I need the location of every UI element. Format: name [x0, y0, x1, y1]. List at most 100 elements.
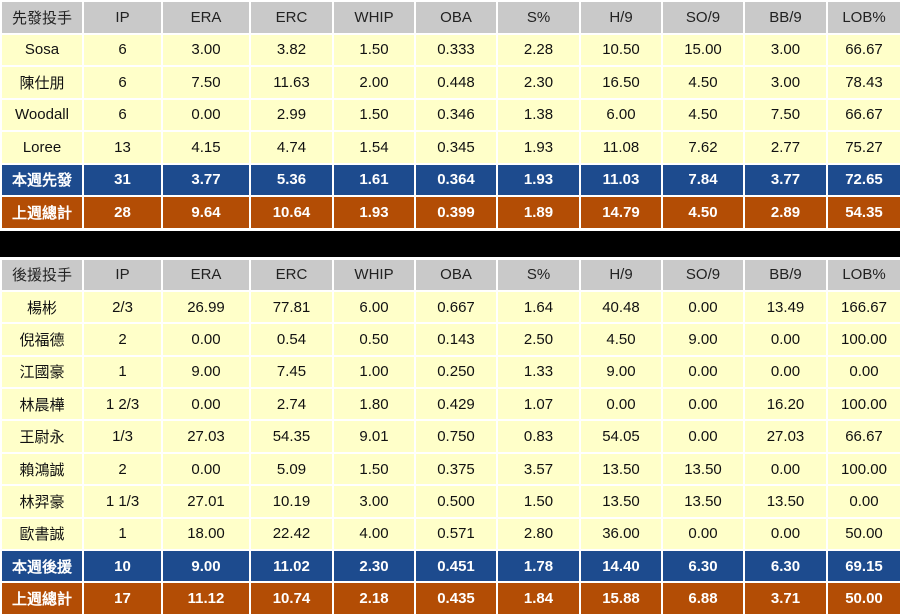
stat-cell: 6	[84, 67, 161, 98]
pitcher-name: Woodall	[2, 99, 82, 130]
stat-cell: 0.00	[745, 356, 826, 388]
stat-cell: 13.50	[663, 453, 743, 485]
pitcher-name: 賴鴻誠	[2, 453, 82, 485]
column-header: OBA	[416, 259, 496, 290]
table-row: 王尉永 1/3 27.03 54.35 9.01 0.750 0.83 54.05 0.00 27…	[2, 421, 900, 452]
stat-cell: 0.750	[416, 421, 496, 452]
column-header: ERA	[163, 259, 249, 290]
table-row: Sosa 6 3.00 3.82 1.50 0.333 2.28 10.50 15.00 3.00…	[2, 34, 900, 65]
stat-cell: 6	[84, 34, 161, 65]
column-header: BB/9	[745, 2, 826, 33]
stat-cell: 3.00	[745, 67, 826, 98]
stat-cell: 0.00	[163, 453, 249, 485]
stat-cell: 14.40	[581, 551, 661, 582]
stat-cell: 28	[84, 197, 161, 228]
stat-cell: 11.03	[581, 164, 661, 195]
stat-cell: 1.38	[498, 99, 579, 130]
stat-cell: 2.74	[251, 389, 332, 420]
stat-cell: 100.00	[828, 324, 900, 355]
column-header: S%	[498, 259, 579, 290]
column-header: BB/9	[745, 259, 826, 290]
stat-cell: 3.00	[334, 486, 414, 517]
stat-cell: 0.00	[663, 421, 743, 452]
stat-cell: 7.62	[663, 132, 743, 163]
stat-cell: 36.00	[581, 518, 661, 550]
stat-cell: 26.99	[163, 291, 249, 323]
stat-cell: 9.00	[581, 356, 661, 388]
stat-cell: 100.00	[828, 453, 900, 485]
table-row: 賴鴻誠 2 0.00 5.09 1.50 0.375 3.57 13.50 13.50 0.00 1…	[2, 453, 900, 485]
stat-cell: 10.50	[581, 34, 661, 65]
stat-cell: 0.333	[416, 34, 496, 65]
stat-cell: 11.12	[163, 583, 249, 614]
stat-cell: 54.35	[828, 197, 900, 228]
column-header: 後援投手	[2, 259, 82, 290]
last-week-total-row: 上週總計 17 11.12 10.74 2.18 0.435 1.84 15.88 6.88 3.…	[2, 583, 900, 614]
pitcher-name: 歐書誠	[2, 518, 82, 550]
stat-cell: 2.18	[334, 583, 414, 614]
stat-cell: 0.54	[251, 324, 332, 355]
stat-cell: 18.00	[163, 518, 249, 550]
stat-cell: 1.93	[498, 164, 579, 195]
stat-cell: 75.27	[828, 132, 900, 163]
column-header: LOB%	[828, 259, 900, 290]
stat-cell: 6.00	[334, 291, 414, 323]
stat-cell: 0.00	[163, 99, 249, 130]
pitcher-name: 王尉永	[2, 421, 82, 452]
stat-cell: 4.50	[581, 324, 661, 355]
relievers-header-row: 後援投手 IP ERA ERC WHIP OBA S% H/9 SO/9 BB/9 LOB%	[2, 259, 900, 290]
stat-cell: 1.93	[334, 197, 414, 228]
stat-cell: 1.61	[334, 164, 414, 195]
stat-cell: 2/3	[84, 291, 161, 323]
stat-cell: 0.50	[334, 324, 414, 355]
stat-cell: 27.01	[163, 486, 249, 517]
stat-cell: 7.45	[251, 356, 332, 388]
stat-cell: 2.80	[498, 518, 579, 550]
stat-cell: 66.67	[828, 421, 900, 452]
stat-cell: 13	[84, 132, 161, 163]
column-header: ERC	[251, 2, 332, 33]
pitcher-name: 林羿豪	[2, 486, 82, 517]
stat-cell: 4.50	[663, 99, 743, 130]
stat-cell: 9.64	[163, 197, 249, 228]
stat-cell: 1	[84, 356, 161, 388]
stat-cell: 50.00	[828, 583, 900, 614]
column-header: WHIP	[334, 259, 414, 290]
stat-cell: 40.48	[581, 291, 661, 323]
stat-cell: 0.00	[745, 453, 826, 485]
pitcher-name: 陳仕朋	[2, 67, 82, 98]
stat-cell: 13.50	[581, 486, 661, 517]
stat-cell: 31	[84, 164, 161, 195]
stat-cell: 1.54	[334, 132, 414, 163]
stat-cell: 10.64	[251, 197, 332, 228]
stat-cell: 0.143	[416, 324, 496, 355]
stat-cell: 72.65	[828, 164, 900, 195]
stat-cell: 3.00	[163, 34, 249, 65]
stat-cell: 2.30	[498, 67, 579, 98]
stat-cell: 5.09	[251, 453, 332, 485]
stat-cell: 1.50	[334, 453, 414, 485]
stat-cell: 4.50	[663, 67, 743, 98]
stat-cell: 6	[84, 99, 161, 130]
stat-cell: 1.80	[334, 389, 414, 420]
this-week-total-row: 本週先發 31 3.77 5.36 1.61 0.364 1.93 11.03 7.84 3.77…	[2, 164, 900, 195]
stat-cell: 0.345	[416, 132, 496, 163]
stat-cell: 3.00	[745, 34, 826, 65]
stat-cell: 11.63	[251, 67, 332, 98]
column-header: OBA	[416, 2, 496, 33]
stat-cell: 2	[84, 324, 161, 355]
stat-cell: 6.00	[581, 99, 661, 130]
stat-cell: 77.81	[251, 291, 332, 323]
stat-cell: 10.19	[251, 486, 332, 517]
stat-cell: 7.84	[663, 164, 743, 195]
stat-cell: 0.00	[663, 356, 743, 388]
column-header: SO/9	[663, 259, 743, 290]
stat-cell: 1 1/3	[84, 486, 161, 517]
column-header: IP	[84, 2, 161, 33]
pitcher-name: Loree	[2, 132, 82, 163]
table-row: 江國豪 1 9.00 7.45 1.00 0.250 1.33 9.00 0.00 0.00 0.0…	[2, 356, 900, 388]
stat-cell: 0.00	[828, 486, 900, 517]
stat-cell: 3.77	[163, 164, 249, 195]
stat-cell: 69.15	[828, 551, 900, 582]
stat-cell: 1.84	[498, 583, 579, 614]
